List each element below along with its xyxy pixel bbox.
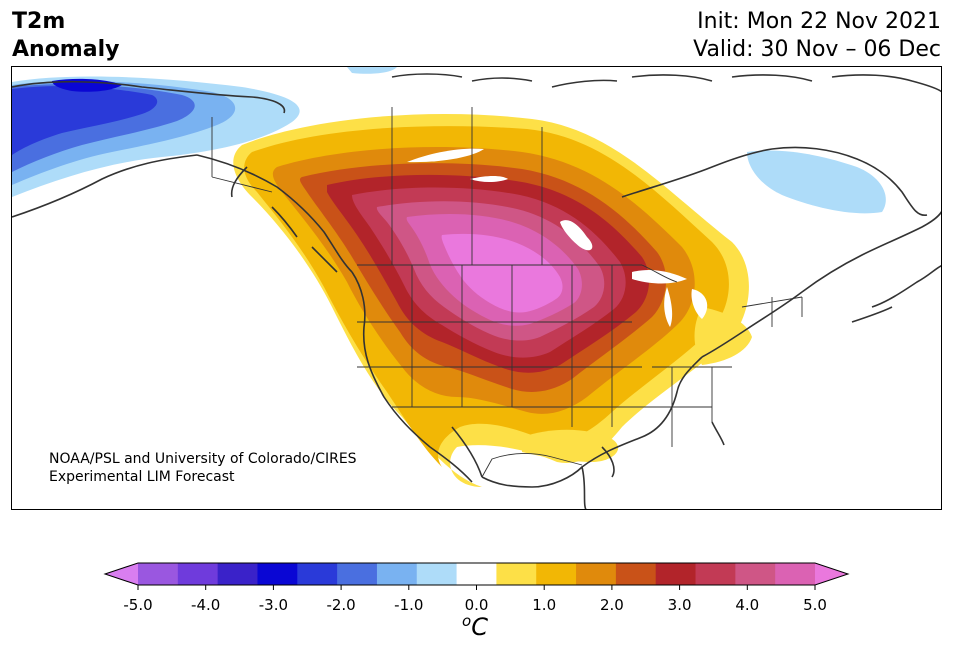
lake-athabasca xyxy=(470,176,508,182)
colorbar-box xyxy=(536,563,577,585)
colorbar-box xyxy=(177,563,219,585)
init-date: Init: Mon 22 Nov 2021 xyxy=(697,9,941,34)
colorbar-box xyxy=(775,563,816,585)
valid-date: Valid: 30 Nov – 06 Dec xyxy=(693,37,941,62)
anomaly-light-blue-top xyxy=(347,67,397,74)
colorbar: -5.0 -4.0 -3.0 -2.0 -1.0 0.0 1.0 2.0 3.0 4.0 5.0 xyxy=(103,562,850,614)
unit-superscript: o xyxy=(462,612,472,630)
colorbar-tick-label: 1.0 xyxy=(532,596,556,614)
lake-michigan xyxy=(664,287,673,327)
colorbar-tick-label: -3.0 xyxy=(259,596,288,614)
colorbar-box xyxy=(217,563,258,585)
borders xyxy=(211,107,803,478)
anomaly-deep-blue-ak xyxy=(12,86,158,155)
lake-superior xyxy=(632,269,687,284)
lake-huron xyxy=(691,289,708,319)
colorbar-box xyxy=(655,563,697,585)
colorbar-box xyxy=(576,563,617,585)
colorbar-box xyxy=(695,563,736,585)
colorbar-box xyxy=(416,563,458,585)
forecast-dates: Init: Mon 22 Nov 2021 Valid: 30 Nov – 06… xyxy=(693,8,941,64)
anomaly-map xyxy=(12,67,941,509)
unit-base: C xyxy=(471,613,488,641)
colorbar-box xyxy=(496,563,537,585)
colorbar-tick-label: 5.0 xyxy=(803,596,827,614)
anomaly-yellow-south xyxy=(522,429,619,462)
colorbar-box xyxy=(615,563,657,585)
colorbar-tick-label: -1.0 xyxy=(394,596,423,614)
colorbar-tick-label: -5.0 xyxy=(123,596,152,614)
colorbar-box xyxy=(297,563,338,585)
colorbar-box xyxy=(456,563,497,585)
colorbar-tick-label: -2.0 xyxy=(326,596,355,614)
colorbar-tick-label: 0.0 xyxy=(465,596,489,614)
forecast-credit: NOAA/PSL and University of Colorado/CIRE… xyxy=(49,450,357,486)
credit-line-1: NOAA/PSL and University of Colorado/CIRE… xyxy=(49,451,357,467)
colorbar-boxes xyxy=(138,563,816,585)
coastlines xyxy=(12,73,941,509)
colorbar-box xyxy=(257,563,298,585)
colorbar-unit: oC xyxy=(462,612,488,641)
anomaly-yellow-ne xyxy=(694,307,752,365)
anomaly-light-blue-east xyxy=(747,150,886,214)
colorbar-tick-label: -4.0 xyxy=(191,596,220,614)
credit-line-2: Experimental LIM Forecast xyxy=(49,469,235,485)
colorbar-extend-low xyxy=(105,563,138,585)
colorbar-box xyxy=(337,563,378,585)
colorbar-extend-high xyxy=(815,563,848,585)
title-line-2: Anomaly xyxy=(12,37,120,62)
map-panel xyxy=(11,66,942,510)
colorbar-box xyxy=(138,563,179,585)
title-line-1: T2m xyxy=(12,9,66,34)
colorbar-box xyxy=(376,563,418,585)
lake-great-slave xyxy=(407,148,484,163)
colorbar-tick-label: 3.0 xyxy=(668,596,692,614)
colorbar-tick-label: 4.0 xyxy=(735,596,759,614)
map-title: T2m Anomaly xyxy=(12,8,119,64)
colorbar-ticks: -5.0 -4.0 -3.0 -2.0 -1.0 0.0 1.0 2.0 3.0 4.0 5.0 xyxy=(123,585,827,614)
colorbar-box xyxy=(735,563,776,585)
colorbar-tick-label: 2.0 xyxy=(600,596,624,614)
lake-winnipeg xyxy=(560,220,593,251)
